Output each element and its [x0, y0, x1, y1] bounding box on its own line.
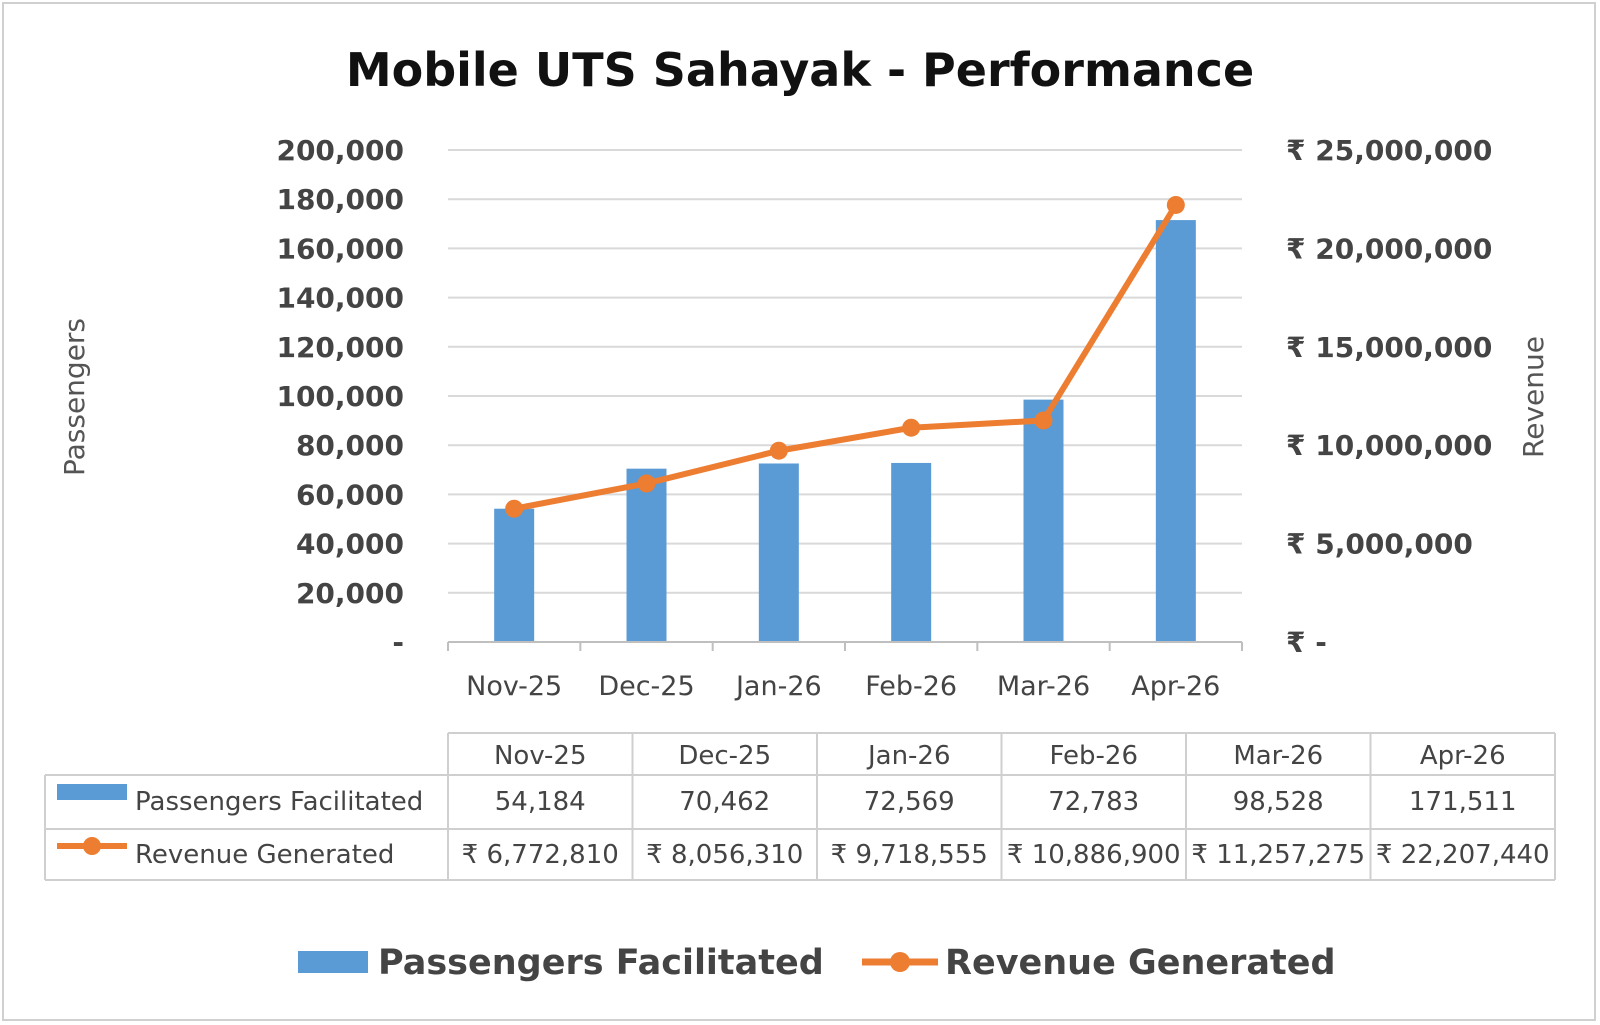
legend-key-passengers — [298, 951, 368, 973]
legend-label-revenue: Revenue Generated — [945, 943, 1336, 983]
legend-key-revenue-marker — [890, 952, 910, 972]
bar-dec-25 — [626, 468, 667, 642]
bar-nov-25 — [494, 508, 535, 642]
y2-tick-label: ₹ 25,000,000 — [1286, 134, 1492, 167]
chart-title: Mobile UTS Sahayak - Performance — [346, 43, 1254, 97]
table-value-cell: 72,783 — [1048, 787, 1139, 817]
table-value-cell: ₹ 10,886,900 — [1007, 840, 1181, 870]
y-tick-label: 40,000 — [296, 528, 404, 561]
y2-tick-label: ₹ 15,000,000 — [1286, 331, 1492, 364]
table-row-label: Passengers Facilitated — [135, 787, 423, 817]
x-tick-label: Nov-25 — [466, 671, 562, 702]
table-key-bar — [57, 784, 127, 800]
y2-tick-label: ₹ 5,000,000 — [1286, 528, 1473, 561]
table-value-cell: ₹ 8,056,310 — [646, 840, 803, 870]
bar-mar-26 — [1023, 399, 1064, 642]
x-tick-label: Feb-26 — [865, 671, 957, 702]
revenue-line — [513, 203, 1179, 512]
y2-tick-label: ₹ 20,000,000 — [1286, 232, 1492, 265]
y2-tick-label: ₹ 10,000,000 — [1286, 429, 1492, 462]
x-tick-label: Dec-25 — [598, 671, 694, 702]
y2-tick-label: ₹ - — [1286, 626, 1327, 659]
y-tick-label: - — [392, 626, 404, 659]
y-tick-label: 80,000 — [296, 429, 404, 462]
table-value-cell: 72,569 — [864, 787, 955, 817]
table-value-cell: 98,528 — [1233, 787, 1324, 817]
x-tick-label: Mar-26 — [997, 671, 1090, 702]
y-tick-label: 200,000 — [276, 134, 404, 167]
y-tick-label: 120,000 — [276, 331, 404, 364]
table-value-cell: ₹ 6,772,810 — [462, 840, 619, 870]
table-value-cell: ₹ 11,257,275 — [1191, 840, 1365, 870]
legend-label-passengers: Passengers Facilitated — [378, 943, 824, 983]
table-value-cell: 54,184 — [495, 787, 586, 817]
y-tick-label: 20,000 — [296, 577, 404, 610]
table-header-cell: Nov-25 — [494, 741, 587, 771]
table-value-cell: ₹ 22,207,440 — [1376, 840, 1550, 870]
y-tick-label: 180,000 — [276, 183, 404, 216]
y-tick-label: 100,000 — [276, 380, 404, 413]
table-row-label: Revenue Generated — [135, 840, 394, 870]
table-header-cell: Mar-26 — [1233, 741, 1323, 771]
x-tick-label: Apr-26 — [1131, 671, 1220, 702]
revenue-point-dec-25 — [637, 474, 656, 493]
table-key-marker — [83, 837, 101, 855]
revenue-point-jan-26 — [769, 441, 788, 460]
table-header-cell: Apr-26 — [1420, 741, 1506, 771]
x-tick-label: Jan-26 — [734, 671, 822, 702]
y-axis-title: Passengers — [58, 318, 91, 476]
y-tick-label: 140,000 — [276, 282, 404, 315]
table-value-cell: ₹ 9,718,555 — [831, 840, 988, 870]
revenue-point-nov-25 — [505, 499, 524, 518]
table-value-cell: 70,462 — [679, 787, 770, 817]
bar-apr-26 — [1155, 220, 1196, 642]
table-value-cell: 171,511 — [1409, 787, 1517, 817]
y2-axis-title: Revenue — [1517, 336, 1550, 458]
table-header-cell: Feb-26 — [1050, 741, 1139, 771]
table-header-cell: Dec-25 — [678, 741, 771, 771]
revenue-point-mar-26 — [1034, 411, 1053, 430]
bar-feb-26 — [891, 462, 932, 642]
revenue-point-feb-26 — [902, 418, 921, 437]
bar-jan-26 — [758, 463, 799, 642]
y-tick-label: 160,000 — [276, 232, 404, 265]
table-header-cell: Jan-26 — [866, 741, 951, 771]
revenue-point-apr-26 — [1166, 195, 1185, 214]
y-tick-label: 60,000 — [296, 478, 404, 511]
